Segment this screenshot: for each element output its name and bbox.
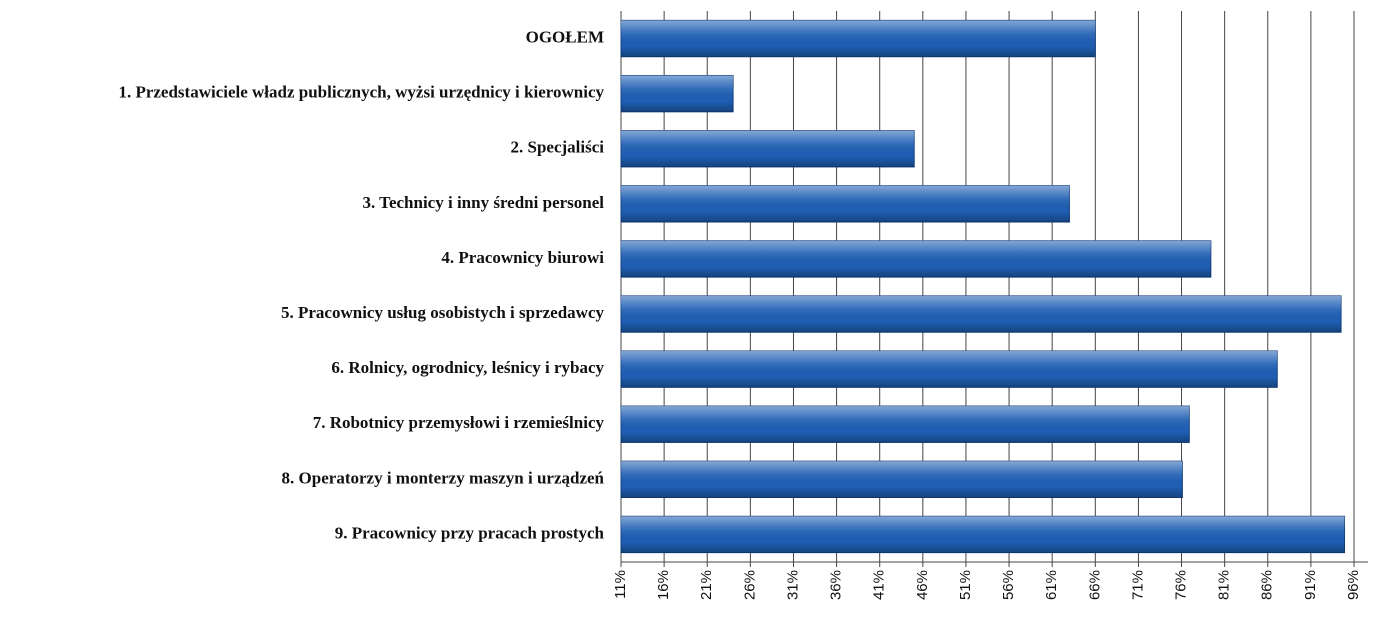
- x-tick-label: 96%: [1345, 570, 1362, 600]
- bar: [620, 240, 1212, 278]
- bar: [620, 19, 1096, 58]
- x-tick-label: 66%: [1086, 570, 1103, 600]
- bar: [620, 515, 1346, 554]
- x-tick-label: 76%: [1172, 570, 1189, 600]
- y-tick-label: 6. Rolnicy, ogrodnicy, leśnicy i rybacy: [331, 358, 604, 377]
- x-tick-label: 51%: [957, 570, 974, 600]
- x-tick-label: 21%: [698, 570, 715, 600]
- x-tick-label: 16%: [655, 570, 672, 600]
- x-tick-label: 71%: [1129, 570, 1146, 600]
- bar: [620, 74, 734, 113]
- x-tick-label: 36%: [828, 570, 845, 600]
- x-tick-label: 26%: [741, 570, 758, 600]
- y-tick-label: OGOŁEM: [526, 27, 604, 46]
- bar: [620, 295, 1342, 333]
- y-tick-label: 8. Operatorzy i monterzy maszyn i urządz…: [282, 468, 605, 487]
- bar: [620, 130, 915, 168]
- bar: [620, 350, 1278, 388]
- y-tick-label: 2. Specjaliści: [511, 138, 605, 157]
- x-tick-label: 41%: [871, 570, 888, 600]
- x-tick-label: 61%: [1043, 570, 1060, 600]
- x-tick-label: 91%: [1302, 570, 1319, 600]
- x-tick-label: 46%: [914, 570, 931, 600]
- x-tick-label: 81%: [1216, 570, 1233, 600]
- y-tick-label: 3. Technicy i inny średni personel: [362, 193, 604, 212]
- x-tick-label: 11%: [612, 570, 629, 599]
- y-tick-label: 5. Pracownicy usług osobistych i sprzeda…: [281, 303, 605, 322]
- bar: [620, 405, 1190, 443]
- y-tick-label: 4. Pracownicy biurowi: [441, 248, 604, 267]
- bar: [620, 185, 1070, 223]
- y-tick-label: 9. Pracownicy przy pracach prostych: [335, 523, 605, 542]
- y-tick-label: 7. Robotnicy przemysłowi i rzemieślnicy: [313, 413, 605, 432]
- x-tick-label: 86%: [1259, 570, 1276, 600]
- bar: [620, 460, 1183, 499]
- x-tick-label: 31%: [784, 570, 801, 600]
- x-tick-label: 56%: [1000, 570, 1017, 600]
- y-tick-label: 1. Przedstawiciele władz publicznych, wy…: [118, 83, 604, 102]
